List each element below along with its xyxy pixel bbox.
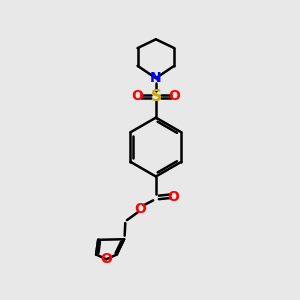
Text: O: O: [168, 89, 180, 103]
Text: O: O: [167, 190, 179, 203]
Text: O: O: [135, 202, 146, 216]
Text: O: O: [132, 89, 144, 103]
Text: O: O: [100, 252, 112, 266]
Text: S: S: [150, 89, 161, 104]
Text: N: N: [150, 71, 162, 85]
